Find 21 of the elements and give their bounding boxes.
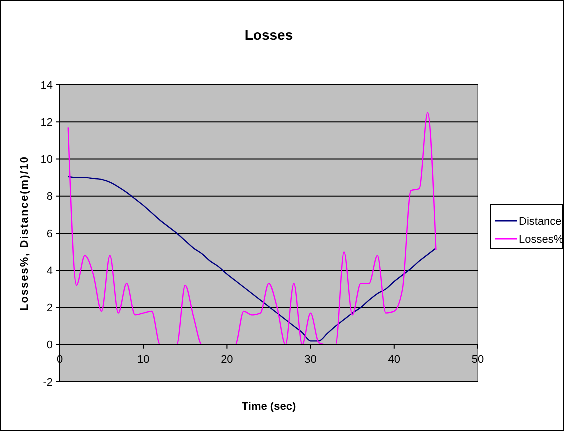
y-axis-title: Losses%, Distance(m)/10	[19, 156, 31, 312]
y-tick-label: 8	[46, 191, 53, 204]
x-axis-title: Time (sec)	[242, 401, 296, 413]
x-tick-label: 50	[472, 354, 484, 366]
line-series	[68, 112, 437, 346]
y-tick-label: 4	[46, 265, 53, 278]
legend-label: Distance	[519, 216, 562, 228]
chart-title: Losses	[244, 27, 294, 43]
x-tick-label: 10	[137, 354, 150, 366]
y-tick-label: 0	[46, 340, 53, 352]
y-tick-label: 10	[40, 154, 53, 166]
legend-label: Losses%	[519, 234, 564, 246]
y-tick-label: 2	[46, 302, 53, 315]
y-tick-label: -2	[43, 376, 53, 389]
y-tick-label: 12	[40, 116, 53, 129]
line-series	[68, 176, 437, 342]
y-tick-label: 14	[40, 80, 53, 92]
x-tick-label: 20	[221, 354, 234, 366]
x-tick-label: 30	[304, 354, 317, 366]
y-tick-label: 6	[46, 228, 53, 240]
x-tick-label: 40	[388, 354, 401, 366]
